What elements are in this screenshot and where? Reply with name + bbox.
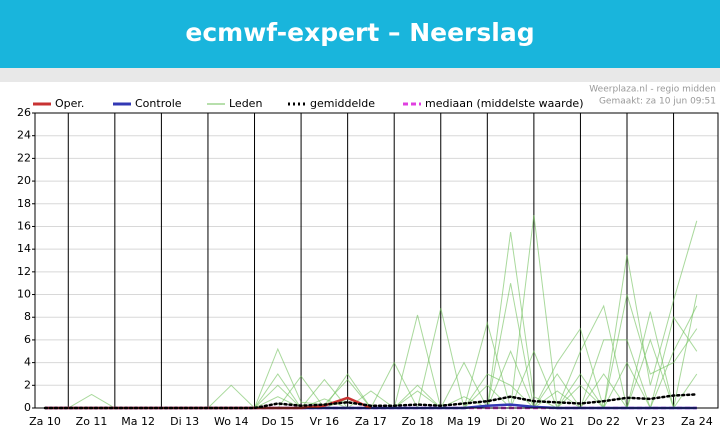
- y-tick-label: 4: [24, 356, 31, 369]
- x-tick-label: Wo 21: [540, 415, 574, 428]
- legend-label: gemiddelde: [310, 97, 375, 110]
- y-tick-label: 24: [17, 129, 31, 142]
- x-tick-label: Za 10: [29, 415, 61, 428]
- y-tick-label: 10: [17, 288, 31, 301]
- plot-frame: [34, 112, 719, 409]
- y-tick-label: 2: [24, 378, 31, 391]
- header-strip: [0, 68, 720, 82]
- header-bar: [0, 0, 720, 68]
- x-tick-label: Za 17: [355, 415, 387, 428]
- legend-label: mediaan (middelste waarde): [425, 97, 583, 110]
- y-tick-label: 16: [17, 219, 31, 232]
- y-tick-label: 20: [17, 174, 31, 187]
- source: Weerplaza.nl - regio midden: [589, 85, 716, 95]
- note: Gemaakt: za 10 jun 09:51: [599, 97, 716, 107]
- y-tick-label: 18: [17, 197, 31, 210]
- legend-label: Leden: [229, 97, 262, 110]
- x-tick-label: Ma 19: [447, 415, 481, 428]
- y-tick-label: 22: [17, 151, 31, 164]
- x-tick-label: Di 13: [170, 415, 199, 428]
- x-tick-label: Za 24: [681, 415, 713, 428]
- y-tick-label: 26: [17, 106, 31, 119]
- x-tick-label: Ma 12: [121, 415, 155, 428]
- y-tick-label: 14: [17, 242, 31, 255]
- y-tick-label: 0: [24, 401, 31, 414]
- x-tick-label: Do 15: [261, 415, 294, 428]
- x-tick-label: Zo 18: [402, 415, 434, 428]
- x-tick-label: Wo 14: [214, 415, 248, 428]
- legend-label: Oper.: [55, 97, 84, 110]
- x-tick-label: Vr 16: [310, 415, 340, 428]
- series-line: [43, 393, 699, 410]
- x-tick-label: Zo 11: [76, 415, 108, 428]
- plot-area: [35, 113, 718, 408]
- y-tick-label: 12: [17, 265, 31, 278]
- y-tick-label: 6: [24, 333, 31, 346]
- x-tick-label: Do 22: [587, 415, 620, 428]
- legend-label: Controle: [135, 97, 182, 110]
- x-tick-label: Vr 23: [636, 415, 666, 428]
- chart-title: ecmwf-expert – Neerslag: [185, 18, 535, 47]
- y-tick-label: 8: [24, 310, 31, 323]
- x-tick-label: Di 20: [496, 415, 525, 428]
